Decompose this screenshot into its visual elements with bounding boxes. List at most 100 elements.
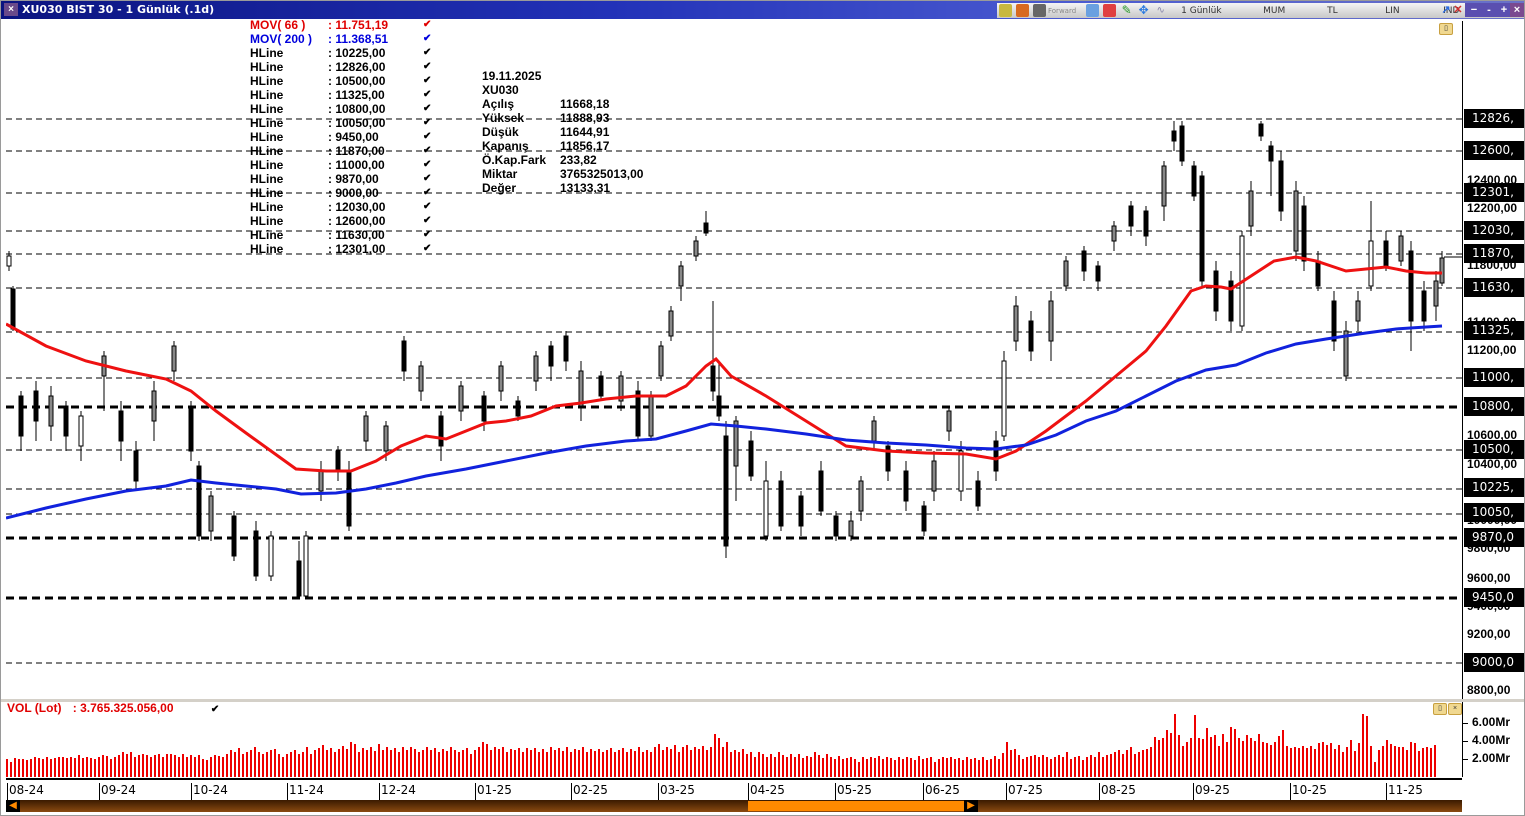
legend-hline[interactable]: HLine: 9450,00 ✔: [250, 130, 432, 144]
close-icon[interactable]: ×: [4, 3, 18, 16]
legend-hline[interactable]: HLine: 11870,00 ✔: [250, 144, 432, 158]
check-icon[interactable]: ✔: [423, 145, 432, 156]
price-chart[interactable]: MOV( 66 ) : 11.751,19 ✔ MOV( 200 ) : 11.…: [5, 18, 1462, 699]
indicator-legend: MOV( 66 ) : 11.751,19 ✔ MOV( 200 ) : 11.…: [250, 18, 433, 256]
check-icon[interactable]: ✔: [423, 187, 432, 198]
chart-toolbar: Forward ✎ ✥ ∿ 1 Günlük MUM TL LIN IND: [997, 3, 1524, 18]
legend-hline[interactable]: HLine: 11325,00 ✔: [250, 88, 432, 102]
legend-hline[interactable]: HLine: 11000,00 ✔: [250, 158, 432, 172]
window-title: XU030 BIST 30 - 1 Günlük (.1d): [22, 3, 215, 16]
volume-maximize-button[interactable]: ▯: [1433, 703, 1447, 715]
chart-type-selector[interactable]: MUM: [1263, 5, 1286, 16]
check-icon[interactable]: ✔: [423, 61, 432, 72]
legend-hline[interactable]: HLine: 12030,00 ✔: [250, 200, 432, 214]
scale-selector[interactable]: LIN: [1385, 5, 1400, 16]
legend-hline[interactable]: HLine: 12826,00 ✔: [250, 60, 432, 74]
title-bar: × XU030 BIST 30 - 1 Günlük (.1d) Forward…: [1, 1, 1524, 19]
check-icon[interactable]: ✔: [423, 243, 432, 254]
time-scrollbar[interactable]: ◀ ▶: [6, 800, 1462, 812]
legend-hline[interactable]: HLine: 10225,00 ✔: [250, 46, 432, 60]
time-axis[interactable]: 08-24 09-24 10-24 11-24 12-24 01-25 02-2…: [6, 778, 1462, 801]
maximize-button[interactable]: +: [1495, 3, 1513, 17]
currency-selector[interactable]: TL: [1327, 5, 1338, 16]
check-icon[interactable]: ✔: [423, 33, 432, 44]
minimize-button[interactable]: −: [1465, 3, 1483, 17]
hline-tag: 10050,: [1464, 503, 1524, 522]
check-icon[interactable]: ✔: [423, 19, 432, 30]
hline-tag: 11000,: [1464, 368, 1524, 387]
legend-hline[interactable]: HLine: 10800,00 ✔: [250, 102, 432, 116]
hline-tag: 11630,: [1464, 278, 1524, 297]
check-icon[interactable]: ✔: [423, 117, 432, 128]
price-chart-canvas: [5, 118, 1462, 664]
check-icon[interactable]: ✔: [423, 89, 432, 100]
info-value: Değer 13133,31: [482, 181, 611, 195]
indicator-icon[interactable]: [999, 4, 1012, 17]
legend-hline[interactable]: HLine: 12600,00 ✔: [250, 214, 432, 228]
volume-axis: 6.00Mr 4.00Mr 2.00Mr: [1462, 702, 1525, 777]
scroll-right-arrow-icon[interactable]: ▶: [964, 800, 978, 812]
volume-legend[interactable]: VOL (Lot) : 3.765.325.056,00 ✔: [7, 701, 220, 715]
check-icon[interactable]: ✔: [423, 131, 432, 142]
legend-hline[interactable]: HLine: 12301,00 ✔: [250, 242, 432, 256]
info-open: Açılış 11668,18: [482, 97, 610, 111]
volume-chart[interactable]: [6, 702, 1462, 777]
move-icon[interactable]: ✥: [1138, 3, 1149, 17]
legend-hline[interactable]: HLine: 10500,00 ✔: [250, 74, 432, 88]
ohlc-info-panel: 19.11.2025 XU030 Açılış 11668,18 Yüksek 11…: [482, 69, 643, 195]
wave-icon[interactable]: ∿: [1156, 5, 1165, 16]
pencil-icon[interactable]: ✎: [1121, 3, 1132, 17]
info-high: Yüksek 11888,93: [482, 111, 610, 125]
price-axis[interactable]: 12400,00 12200,00 11800,00 11400,00 1120…: [1462, 21, 1525, 699]
info-close: Kapanış 11856,17: [482, 139, 610, 153]
scroll-left-arrow-icon[interactable]: ◀: [6, 800, 20, 812]
check-icon[interactable]: ✔: [423, 47, 432, 58]
check-icon[interactable]: ✔: [423, 173, 432, 184]
hline-tag: 12826,: [1464, 109, 1524, 128]
arrow-icon[interactable]: ↗: [1441, 4, 1451, 16]
hline-tag: 9870,0: [1464, 528, 1524, 547]
info-date: 19.11.2025: [482, 69, 542, 83]
info-low: Düşük 11644,91: [482, 125, 610, 139]
hline-tag: 12600,: [1464, 141, 1524, 160]
check-icon[interactable]: ✔: [423, 229, 432, 240]
legend-hline[interactable]: HLine: 11630,00 ✔: [250, 228, 432, 242]
legend-hline[interactable]: HLine: 9000,00 ✔: [250, 186, 432, 200]
hline-tag: 10500,: [1464, 440, 1524, 459]
hline-tag: 10800,: [1464, 397, 1524, 416]
pane-maximize-button[interactable]: ▯: [1439, 23, 1453, 35]
hline-tag: 10225,: [1464, 478, 1524, 497]
pane-divider[interactable]: [1, 699, 1524, 702]
restore-button[interactable]: -: [1480, 3, 1498, 17]
info-change: Ö.Kap.Fark 233,82: [482, 153, 597, 167]
calendar-icon[interactable]: [1086, 4, 1100, 17]
hline-tag: 9450,0: [1464, 588, 1524, 607]
legend-mov66[interactable]: MOV( 66 ) : 11.751,19 ✔: [250, 18, 432, 32]
legend-hline[interactable]: HLine: 10050,00 ✔: [250, 116, 432, 130]
window-icon[interactable]: [1033, 4, 1046, 17]
check-icon[interactable]: ✔: [423, 215, 432, 226]
hline-tag: 11325,: [1464, 321, 1524, 340]
scroll-thumb[interactable]: [748, 801, 968, 811]
template-icon[interactable]: [1016, 4, 1029, 17]
check-icon[interactable]: ✔: [210, 704, 220, 715]
legend-hline[interactable]: HLine: 9870,00 ✔: [250, 172, 432, 186]
tools-icon[interactable]: ✕: [1453, 4, 1463, 16]
hline-tag: 12301,: [1464, 183, 1524, 202]
check-icon[interactable]: ✔: [423, 159, 432, 170]
info-volume: Miktar 3765325013,00: [482, 167, 644, 181]
indicator-selector[interactable]: IND: [1443, 5, 1460, 16]
volume-bars: [6, 714, 1436, 777]
chart-settings-icon[interactable]: [1103, 4, 1117, 17]
check-icon[interactable]: ✔: [423, 75, 432, 86]
period-selector[interactable]: 1 Günlük: [1181, 5, 1222, 16]
legend-mov200[interactable]: MOV( 200 ) : 11.368,51 ✔: [250, 32, 432, 46]
info-symbol: XU030: [482, 83, 519, 97]
close-button[interactable]: ×: [1510, 3, 1524, 17]
forward-label[interactable]: Forward: [1048, 6, 1077, 15]
check-icon[interactable]: ✔: [423, 201, 432, 212]
check-icon[interactable]: ✔: [423, 103, 432, 114]
hline-tag: 11870,: [1464, 244, 1524, 263]
volume-close-button[interactable]: ×: [1448, 703, 1462, 715]
